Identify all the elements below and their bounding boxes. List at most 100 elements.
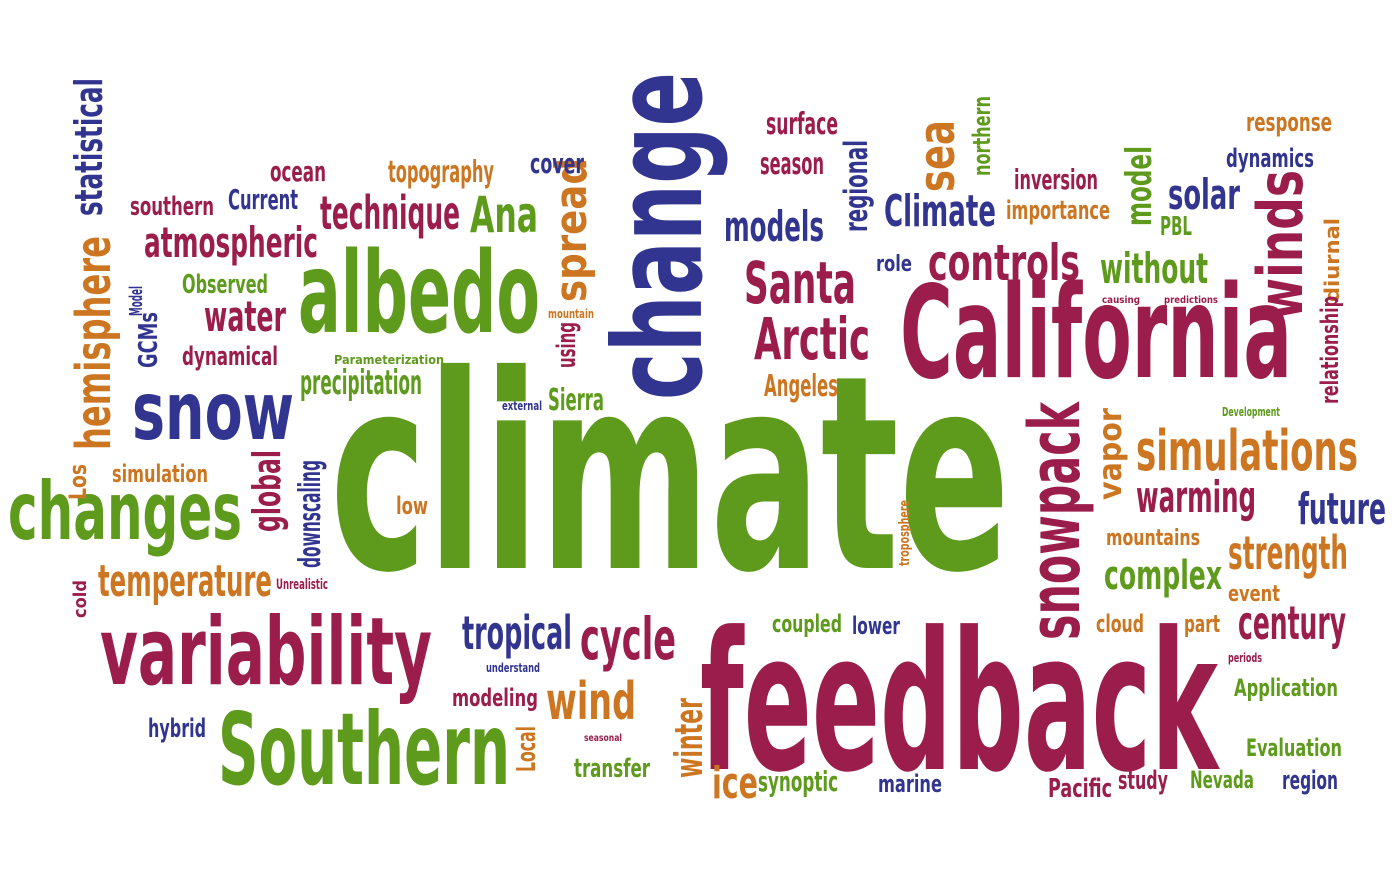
word-model: Model: [126, 285, 147, 317]
word-variability: variability: [99, 598, 433, 707]
word-dynamics: dynamics: [1225, 144, 1315, 174]
word-complex: complex: [1103, 553, 1223, 599]
word-local: Local: [512, 725, 542, 773]
word-ocean: ocean: [269, 155, 327, 188]
word-change: change: [588, 71, 730, 401]
word-atmospheric: atmospheric: [143, 218, 319, 267]
word-lower: lower: [852, 612, 900, 640]
word-causing: causing: [1101, 295, 1141, 306]
word-current: Current: [227, 183, 299, 216]
word-climate: climate: [329, 317, 1011, 632]
word-unrealistic: Unrealistic: [275, 577, 329, 593]
word-ana: Ana: [469, 186, 539, 244]
word-evaluation: Evaluation: [1246, 734, 1342, 762]
word-study: study: [1117, 766, 1169, 796]
word-dynamical: dynamical: [181, 342, 279, 372]
word-cycle: cycle: [579, 605, 677, 673]
word-southern: southern: [129, 192, 215, 222]
word-topography: topography: [388, 155, 494, 190]
word-cold: cold: [70, 579, 91, 619]
word-troposphere: troposphere: [897, 499, 913, 567]
word-part: part: [1183, 610, 1221, 638]
word-temperature: temperature: [97, 556, 273, 607]
word-season: season: [759, 147, 825, 182]
word-synoptic: synoptic: [757, 765, 839, 798]
word-snow: snow: [132, 365, 294, 458]
word-controls: controls: [927, 234, 1081, 292]
word-low: low: [395, 492, 429, 520]
word-hybrid: hybrid: [147, 714, 207, 744]
word-santa: Santa: [743, 249, 857, 317]
word-nevada: Nevada: [1190, 766, 1254, 794]
word-region: region: [1281, 766, 1339, 796]
word-hemisphere: hemisphere: [66, 236, 122, 450]
word-warming: warming: [1135, 472, 1257, 523]
word-feedback: feedback: [700, 592, 1218, 815]
word-pbl: PBL: [1159, 212, 1193, 242]
word-without: without: [1099, 244, 1209, 293]
word-global: global: [245, 449, 289, 533]
word-observed: Observed: [181, 270, 269, 300]
word-water: water: [203, 292, 287, 341]
word-angeles: Angeles: [763, 369, 839, 404]
word-gcms: GCMs: [134, 311, 164, 369]
word-northern: northern: [968, 95, 996, 177]
word-future: future: [1297, 484, 1387, 535]
word-role: role: [875, 252, 913, 277]
word-arctic: Arctic: [754, 305, 870, 373]
word-wind: wind: [545, 672, 637, 732]
word-winds: winds: [1244, 169, 1317, 321]
word-parameterization: Parameterization: [333, 353, 445, 367]
word-ice: ice: [711, 758, 759, 809]
word-winter: winter: [667, 697, 711, 779]
word-response: response: [1245, 108, 1333, 138]
word-models: models: [723, 202, 825, 251]
word-strength: strength: [1227, 526, 1349, 580]
word-statistical: statistical: [67, 77, 111, 217]
word-tropical: tropical: [461, 606, 573, 660]
word-technique: technique: [319, 186, 461, 240]
word-southern: Southern: [217, 691, 511, 808]
word-downscaling: downscaling: [293, 459, 328, 569]
word-model: model: [1119, 145, 1160, 227]
word-california: California: [900, 259, 1292, 408]
word-sierra: Sierra: [547, 383, 605, 418]
word-mountains: mountains: [1105, 526, 1201, 551]
word-external: external: [501, 399, 543, 413]
word-changes: changes: [8, 465, 243, 558]
word-surface: surface: [765, 107, 839, 142]
word-los: Los: [64, 463, 92, 501]
word-pacific: Pacific: [1047, 774, 1113, 804]
word-periods: periods: [1227, 651, 1263, 665]
word-simulation: simulation: [111, 460, 209, 488]
word-solar: solar: [1167, 170, 1241, 219]
word-simulations: simulations: [1135, 419, 1359, 484]
word-marine: marine: [877, 770, 943, 798]
word-inversion: inversion: [1014, 163, 1098, 196]
word-century: century: [1237, 596, 1347, 650]
word-snowpack: snowpack: [1014, 401, 1096, 641]
word-using: using: [552, 321, 582, 369]
word-cover: cover: [529, 147, 585, 180]
word-coupled: coupled: [771, 610, 843, 638]
word-cloud: cloud: [1095, 610, 1145, 638]
word-understand: understand: [485, 661, 541, 675]
word-importance: importance: [1005, 196, 1111, 226]
word-precipitation: precipitation: [299, 363, 423, 403]
word-regional: regional: [837, 140, 875, 232]
word-albedo: albedo: [298, 229, 540, 359]
word-diurnal: diurnal: [1320, 217, 1344, 303]
word-seasonal: seasonal: [583, 733, 623, 744]
word-relationship: relationship: [1316, 295, 1344, 405]
word-climate: Climate: [883, 186, 997, 237]
word-predictions: predictions: [1163, 295, 1219, 306]
word-transfer: transfer: [573, 754, 651, 784]
word-development: Development: [1221, 405, 1281, 419]
word-modeling: modeling: [452, 684, 538, 712]
word-event: event: [1227, 582, 1281, 607]
word-application: Application: [1233, 674, 1339, 702]
word-vapor: vapor: [1091, 408, 1129, 500]
word-sea: sea: [908, 119, 966, 193]
word-mountain: mountain: [547, 307, 595, 321]
